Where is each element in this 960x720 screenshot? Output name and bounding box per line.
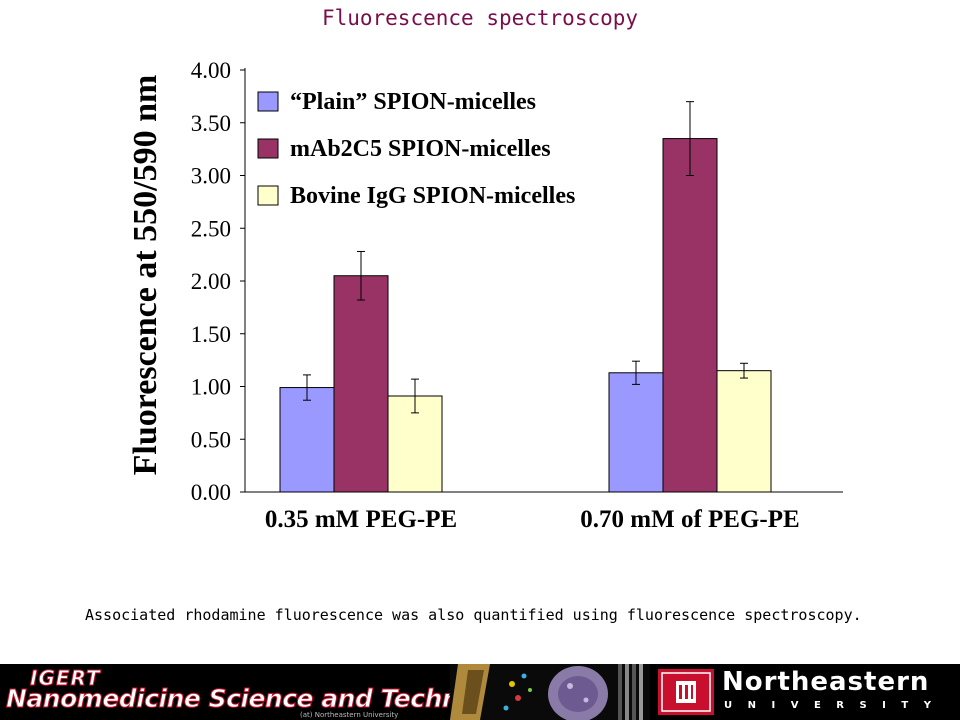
y-tick-label: 2.50 <box>191 216 231 241</box>
x-category-label: 0.70 mM of PEG-PE <box>580 506 799 533</box>
legend-label: “Plain” SPION-micelles <box>290 89 536 115</box>
y-tick-label: 0.00 <box>191 480 231 505</box>
bar-1-2 <box>608 372 664 493</box>
x-category-label: 0.35 mM PEG-PE <box>265 506 457 533</box>
y-tick-label: 1.50 <box>191 322 231 347</box>
legend-swatch <box>257 138 279 159</box>
y-tick-label: 4.00 <box>191 58 231 83</box>
northeastern-logo: Northeastern UNIVERSITY <box>652 664 960 720</box>
bar-3-2 <box>716 370 772 493</box>
igert-logo: IGERT Nanomedicine Science and Technolog… <box>0 664 535 720</box>
legend-swatch <box>257 185 279 206</box>
fluorescence-bar-chart: 0.00 0.50 1.00 1.50 2.00 2.50 3.00 3.50 4.00 Fluo… <box>127 58 843 533</box>
caption-text: Associated rhodamine fluorescence was al… <box>85 606 862 624</box>
footer-banner: IGERT Nanomedicine Science and Technolog… <box>0 664 960 720</box>
y-tick-label: 3.00 <box>191 164 231 189</box>
legend-swatch <box>257 91 279 112</box>
bar-1-1 <box>279 387 335 493</box>
y-tick-label: 0.50 <box>191 427 231 452</box>
y-tick-label: 3.50 <box>191 111 231 136</box>
igert-word: IGERT <box>30 666 101 691</box>
legend-label: Bovine IgG SPION-micelles <box>290 183 575 209</box>
university-word: UNIVERSITY <box>724 700 947 711</box>
legend-label: mAb2C5 SPION-micelles <box>290 136 551 162</box>
y-tick-label: 1.00 <box>191 375 231 400</box>
y-axis-label: Fluorescence at 550/590 nm <box>127 75 164 476</box>
program-subtitle: (at) Northeastern University <box>300 711 399 719</box>
nanotech-image-mosaic <box>450 664 650 720</box>
slide-title: Fluorescence spectroscopy <box>321 6 639 30</box>
program-name: Nanomedicine Science and Technology <box>6 684 535 714</box>
university-name: Northeastern <box>722 667 930 697</box>
bar-2-2 <box>662 138 718 493</box>
bar-2-1 <box>333 275 389 493</box>
university-seal-icon <box>658 669 714 715</box>
y-tick-label: 2.00 <box>191 269 231 294</box>
